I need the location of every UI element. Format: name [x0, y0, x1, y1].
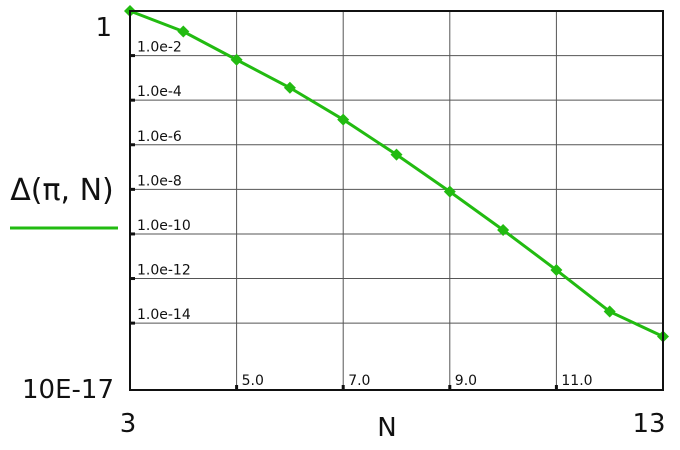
y-tick-label: 1.0e-12 — [137, 263, 191, 279]
x-tick-label: 7.0 — [348, 373, 370, 389]
data-point — [390, 148, 403, 161]
series — [124, 5, 669, 343]
data-point — [337, 113, 350, 126]
y-tick-label: 1.0e-10 — [137, 218, 191, 234]
x-tick-label: 5.0 — [242, 373, 264, 389]
x-axis-min-label: 3 — [120, 409, 137, 439]
data-point — [550, 264, 563, 277]
y-tick-label: 1.0e-4 — [137, 84, 182, 100]
data-point — [497, 224, 510, 237]
y-tick-label: 1.0e-14 — [137, 307, 191, 323]
x-tick-label: 9.0 — [455, 373, 477, 389]
y-axis-min-label: 10E-17 — [22, 375, 114, 405]
data-point — [177, 25, 190, 38]
y-tick-label: 1.0e-8 — [137, 173, 182, 189]
data-point — [283, 81, 296, 94]
y-axis-max-label: 1 — [95, 13, 112, 43]
data-point — [603, 305, 616, 318]
y-tick-label: 1.0e-6 — [137, 129, 182, 145]
y-tick-label: 1.0e-2 — [137, 40, 182, 56]
y-axis-title: Δ(π, N) — [10, 173, 114, 208]
tick-labels: 5.0 7.0 9.0 11.0 1.0e-2 1.0e-4 1.0e-6 1.0e-8 1.0… — [137, 40, 593, 389]
x-tick-label: 11.0 — [561, 373, 592, 389]
grid — [130, 11, 663, 390]
x-axis-title: N — [377, 413, 396, 443]
series-line — [129, 9, 664, 338]
data-point — [443, 185, 456, 198]
data-point — [230, 53, 243, 66]
plot-frame — [129, 10, 664, 391]
x-axis-max-label: 13 — [632, 409, 665, 439]
